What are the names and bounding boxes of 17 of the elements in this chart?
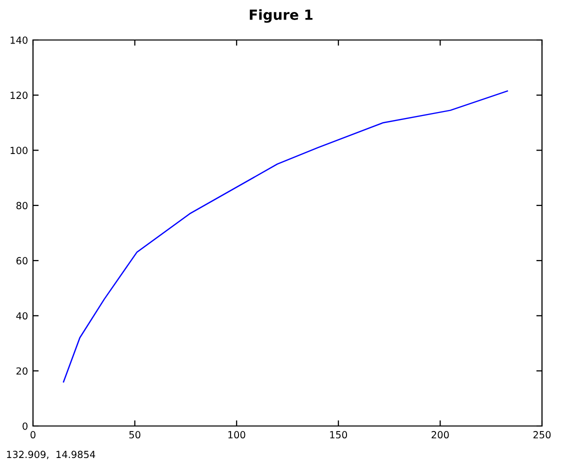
y-tick-label: 0: [22, 422, 28, 430]
y-tick-label: 60: [16, 257, 28, 264]
y-tick-label: 100: [10, 146, 28, 154]
x-tick-label: 150: [330, 431, 348, 438]
x-tick-label: 100: [228, 431, 246, 438]
y-tick-label: 80: [16, 202, 28, 210]
x-tick-label: 0: [30, 431, 36, 438]
y-tick-label: 40: [16, 312, 28, 320]
y-tick-label: 20: [16, 367, 28, 375]
x-tick-label: 250: [533, 431, 551, 438]
text: 132.909, 14.9854: [7, 450, 96, 460]
x-tick-label: 50: [129, 431, 140, 438]
x-tick-label: 200: [432, 431, 449, 438]
y-tick-label: 140: [10, 36, 28, 44]
y-tick-label: 120: [10, 92, 28, 99]
chart-title: Figure 1: [250, 9, 312, 23]
line-series: [62, 90, 508, 383]
